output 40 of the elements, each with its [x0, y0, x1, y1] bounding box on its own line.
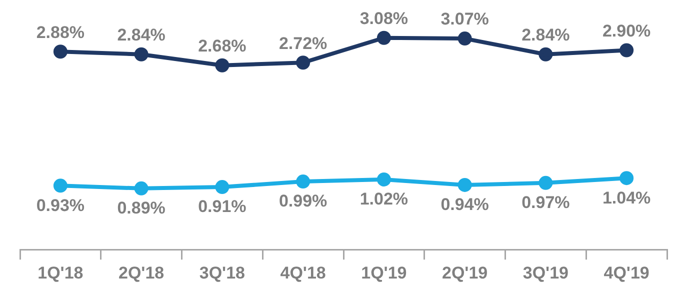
point	[53, 178, 68, 193]
x-tick-label: 4Q'19	[604, 263, 650, 282]
point	[458, 178, 472, 192]
x-tick-label: 3Q'19	[522, 263, 569, 282]
data-label: 2.90%	[602, 21, 651, 40]
point	[53, 44, 68, 59]
data-label: 0.99%	[278, 192, 328, 211]
point	[296, 174, 310, 189]
point	[620, 43, 634, 58]
point	[215, 58, 230, 72]
data-label: 3.07%	[440, 10, 489, 29]
data-label: 2.68%	[198, 36, 246, 56]
data-label: 3.08%	[360, 9, 408, 28]
data-label: 1.04%	[602, 188, 651, 208]
x-tick-label: 2Q'19	[442, 263, 488, 282]
data-label: 2.72%	[278, 34, 328, 53]
data-label: 0.89%	[117, 198, 166, 218]
data-label: 1.02%	[360, 190, 408, 209]
point	[215, 180, 230, 194]
point	[134, 181, 148, 196]
data-label: 0.94%	[440, 195, 489, 214]
data-label: 0.91%	[198, 197, 246, 216]
point	[538, 176, 553, 190]
x-tick-label: 4Q'18	[280, 263, 326, 282]
data-label: 0.97%	[522, 193, 570, 212]
data-label: 2.84%	[117, 26, 166, 45]
point	[296, 56, 310, 70]
x-tick-label: 3Q'18	[199, 263, 246, 282]
point	[134, 47, 148, 62]
point	[458, 32, 472, 46]
x-tick-label: 1Q'19	[361, 263, 407, 282]
x-tick-label: 2Q'18	[118, 263, 164, 282]
point	[376, 172, 391, 186]
point	[620, 171, 634, 186]
x-tick-label: 1Q'18	[38, 263, 84, 282]
data-label: 0.93%	[36, 196, 85, 215]
point	[376, 30, 391, 45]
point	[538, 47, 553, 62]
data-label: 2.84%	[522, 26, 570, 45]
data-label: 2.88%	[36, 22, 85, 42]
